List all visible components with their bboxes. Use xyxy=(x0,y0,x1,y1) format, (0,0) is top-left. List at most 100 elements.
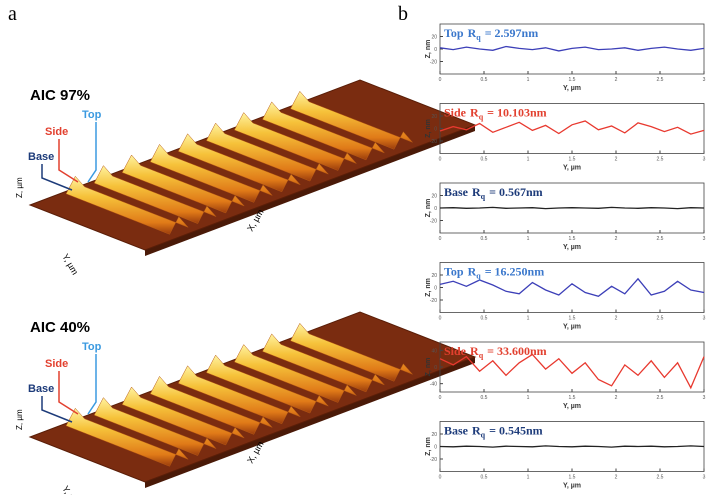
label-subscript: q xyxy=(481,431,486,440)
x-tick-label: 2.5 xyxy=(657,395,664,401)
x-tick-label: 1 xyxy=(527,157,530,163)
image-title: AIC 97% xyxy=(30,87,90,104)
x-tick-label: 2.5 xyxy=(657,77,664,83)
marker-label: Top xyxy=(82,341,102,353)
plot-frame xyxy=(439,103,705,154)
profile-line xyxy=(439,206,705,210)
label-name: Side xyxy=(444,344,467,358)
y-tick-label: -20 xyxy=(430,219,437,225)
ridge xyxy=(93,165,217,224)
x-tick-label: 2.5 xyxy=(657,475,664,481)
x-tick-label: 1 xyxy=(527,316,530,322)
ridge xyxy=(234,112,357,171)
x-tick-label: 0 xyxy=(439,236,442,242)
label-name: Top xyxy=(444,265,464,279)
y-axis-label: Z, nm xyxy=(425,437,432,456)
y-tick-label: -20 xyxy=(430,139,437,145)
x-tick-label: 3 xyxy=(703,475,706,481)
ridge xyxy=(149,143,273,203)
y-tick-label: 0 xyxy=(434,206,437,212)
x-tick-label: 1 xyxy=(527,475,530,481)
marker-label: Side xyxy=(45,358,68,370)
label-name: Base xyxy=(444,185,469,199)
marker-arrow xyxy=(58,139,79,183)
marker-label: Side xyxy=(45,126,68,138)
x-tick-label: 3 xyxy=(703,395,706,401)
axis-label: Y, µm xyxy=(60,484,80,495)
x-tick-label: 3 xyxy=(703,236,706,242)
marker-arrow xyxy=(87,122,97,183)
x-tick-label: 1 xyxy=(527,395,530,401)
y-tick-label: -20 xyxy=(430,457,437,463)
x-tick-label: 0.5 xyxy=(481,395,488,401)
x-tick-label: 0 xyxy=(439,77,442,83)
x-tick-label: 1.5 xyxy=(569,236,576,242)
x-axis-label: Y, µm xyxy=(563,85,581,92)
y-tick-label: 0 xyxy=(434,445,437,451)
label-subscript: q xyxy=(476,33,481,42)
panel-label: b xyxy=(398,3,408,25)
marker-arrow xyxy=(41,164,73,191)
marker-label: Top xyxy=(82,109,102,121)
x-tick-label: 3 xyxy=(703,157,706,163)
x-tick-label: 0.5 xyxy=(481,475,488,481)
ridge xyxy=(262,333,385,393)
y-axis-label: Z, nm xyxy=(425,40,432,59)
profile-line xyxy=(439,45,705,52)
image-title: AIC 40% xyxy=(30,319,90,336)
x-tick-label: 1.5 xyxy=(569,157,576,163)
label-value: = 2.597nm xyxy=(485,26,539,40)
label-value: = 0.567nm xyxy=(489,185,543,199)
ridge xyxy=(93,397,217,456)
axis-label: Z, µm xyxy=(15,177,24,198)
label-subscript: q xyxy=(476,272,481,281)
label-symbol: R xyxy=(472,424,481,438)
y-tick-label: 20 xyxy=(431,35,437,41)
x-axis-label: Y, µm xyxy=(563,244,581,251)
x-axis-label: Y, µm xyxy=(563,483,581,490)
marker-arrow xyxy=(58,371,79,415)
substrate-side xyxy=(145,125,475,256)
y-tick-label: 0 xyxy=(434,127,437,133)
profile-label: Top Rq = 2.597nm xyxy=(444,26,538,42)
x-tick-label: 2 xyxy=(615,236,618,242)
x-tick-label: 0.5 xyxy=(481,157,488,163)
x-tick-label: 0.5 xyxy=(481,236,488,242)
ridge xyxy=(290,322,413,382)
x-tick-label: 1.5 xyxy=(569,395,576,401)
profile-line xyxy=(439,445,705,448)
y-axis-label: Z, nm xyxy=(425,278,432,297)
plot-frame xyxy=(439,262,705,313)
profile-label: Top Rq = 16.250nm xyxy=(444,265,544,281)
substrate-side xyxy=(145,357,475,488)
x-tick-label: 0 xyxy=(439,395,442,401)
y-tick-label: 20 xyxy=(431,194,437,200)
y-tick-label: 20 xyxy=(431,432,437,438)
label-value: = 0.545nm xyxy=(489,424,543,438)
axis-label: Y, µm xyxy=(60,252,80,277)
x-tick-label: 2 xyxy=(615,475,618,481)
label-value: = 33.600nm xyxy=(487,344,547,358)
y-axis-label: Z, nm xyxy=(425,358,432,377)
panel-label: a xyxy=(8,3,17,25)
x-axis-label: Y, µm xyxy=(563,403,581,410)
ridge xyxy=(177,133,301,193)
x-tick-label: 2.5 xyxy=(657,316,664,322)
label-name: Top xyxy=(444,26,464,40)
profile-label: Side Rq = 10.103nm xyxy=(444,106,547,122)
label-symbol: R xyxy=(468,265,477,279)
y-tick-label: 20 xyxy=(431,114,437,120)
label-name: Base xyxy=(444,424,469,438)
x-tick-label: 0 xyxy=(439,475,442,481)
x-tick-label: 2.5 xyxy=(657,157,664,163)
x-tick-label: 1 xyxy=(527,236,530,242)
y-tick-label: 0 xyxy=(434,365,437,371)
y-tick-label: -20 xyxy=(430,298,437,304)
ridge xyxy=(177,365,301,425)
x-tick-label: 1.5 xyxy=(569,316,576,322)
label-value: = 10.103nm xyxy=(487,106,547,120)
axis-label: Z, µm xyxy=(15,409,24,430)
profile-line xyxy=(439,353,705,390)
label-symbol: R xyxy=(470,106,479,120)
